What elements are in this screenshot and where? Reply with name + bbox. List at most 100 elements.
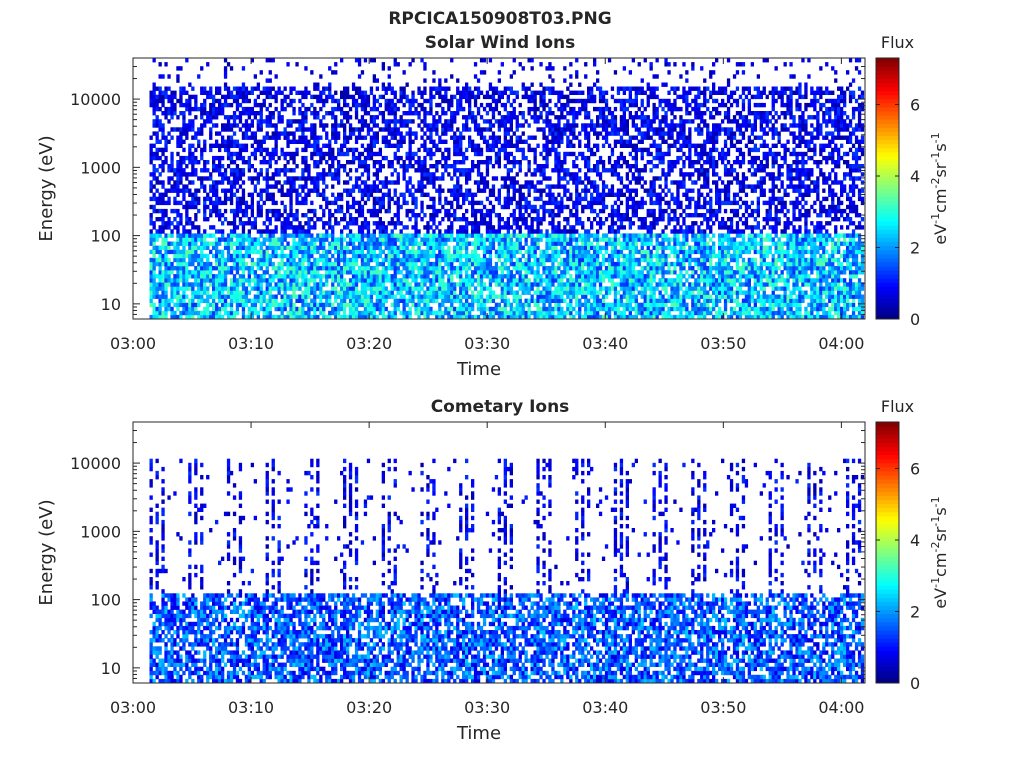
spectrogram-cell	[363, 221, 368, 226]
spectrogram-cell	[155, 237, 159, 242]
spectrogram-cell	[343, 213, 347, 218]
spectrogram-cell	[414, 213, 418, 218]
spectrogram-cell	[417, 257, 421, 263]
spectrogram-cell	[340, 196, 344, 202]
spectrogram-cell	[250, 261, 254, 267]
spectrogram-cell	[369, 188, 374, 193]
spectrogram-cell	[384, 123, 388, 128]
spectrogram-cell	[268, 151, 272, 157]
spectrogram-cell	[331, 111, 335, 116]
spectrogram-cell	[334, 221, 338, 226]
spectrogram-cell	[161, 241, 165, 246]
spectrogram-cell	[453, 286, 457, 291]
spectrogram-cell	[456, 270, 460, 275]
spectrogram-cell	[149, 135, 153, 140]
spectrogram-cell	[268, 70, 272, 75]
spectrogram-cell	[179, 102, 183, 108]
spectrogram-cell	[360, 204, 365, 210]
spectrogram-cell	[423, 123, 427, 128]
spectrogram-cell	[179, 168, 183, 173]
spectrogram-cell	[271, 213, 275, 218]
spectrogram-cell	[521, 253, 525, 259]
spectrogram-cell	[274, 208, 278, 214]
spectrogram-cell	[161, 208, 165, 214]
spectrogram-cell	[348, 188, 353, 193]
spectrogram-cell	[221, 266, 225, 271]
spectrogram-cell	[453, 314, 457, 319]
spectrogram-cell	[235, 290, 240, 295]
spectrogram-cell	[503, 290, 507, 295]
spectrogram-cell	[488, 270, 493, 275]
spectrogram-cell	[223, 115, 228, 120]
spectrogram-cell	[456, 147, 460, 153]
spectrogram-cell	[360, 221, 365, 226]
spectrogram-cell	[533, 119, 537, 124]
spectrogram-cell	[203, 98, 207, 104]
spectrogram-cell	[390, 249, 394, 255]
spectrogram-cell	[363, 294, 368, 299]
spectrogram-cell	[447, 294, 451, 299]
spectrogram-cell	[417, 123, 421, 128]
spectrogram-cell	[423, 270, 427, 275]
spectrogram-cell	[527, 302, 531, 308]
spectrogram-cell	[203, 119, 207, 124]
spectrogram-cell	[247, 306, 251, 312]
spectrogram-cell	[229, 266, 234, 271]
spectrogram-cell	[381, 127, 385, 132]
spectrogram-cell	[453, 192, 457, 197]
spectrogram-cell	[381, 274, 385, 279]
spectrogram-cell	[331, 127, 335, 132]
spectrogram-cell	[485, 184, 490, 189]
spectrogram-cell	[292, 155, 296, 161]
spectrogram-cell	[241, 257, 246, 263]
spectrogram-cell	[325, 200, 329, 206]
spectrogram-cell	[351, 310, 356, 316]
spectrogram-cell	[459, 225, 463, 230]
spectrogram-cell	[250, 245, 254, 250]
spectrogram-cell	[218, 310, 222, 316]
spectrogram-cell	[381, 286, 385, 291]
spectrogram-cell	[476, 184, 481, 189]
spectrogram-cell	[325, 314, 329, 319]
spectrogram-cell	[176, 294, 180, 299]
spectrogram-cell	[524, 237, 528, 242]
spectrogram-cell	[396, 119, 400, 124]
spectrogram-cell	[479, 188, 484, 193]
spectrogram-cell	[223, 278, 228, 283]
spectrogram-cell	[378, 229, 382, 234]
spectrogram-cell	[429, 237, 433, 242]
spectrogram-cell	[212, 245, 216, 250]
spectrogram-cell	[366, 188, 371, 193]
spectrogram-cell	[402, 278, 406, 283]
spectrogram-cell	[226, 115, 231, 120]
spectrogram-cell	[176, 184, 180, 189]
spectrogram-cell	[301, 139, 305, 144]
spectrogram-cell	[503, 196, 507, 202]
spectrogram-cell	[450, 314, 454, 319]
spectrogram-cell	[185, 213, 189, 218]
spectrogram-cell	[476, 172, 481, 177]
spectrogram-cell	[348, 176, 353, 181]
spectrogram-cell	[167, 131, 171, 136]
spectrogram-cell	[194, 192, 198, 197]
spectrogram-cell	[351, 86, 356, 91]
spectrogram-cell	[340, 270, 344, 275]
spectrogram-cell	[402, 302, 406, 308]
spectrogram-cell	[357, 160, 362, 165]
spectrogram-cell	[304, 249, 308, 255]
spectrogram-cell	[417, 266, 421, 271]
spectrogram-cell	[268, 86, 272, 91]
spectrogram-cell	[471, 115, 475, 120]
spectrogram-cell	[465, 249, 469, 255]
spectrogram-cell	[280, 131, 284, 136]
spectrogram-cell	[363, 245, 368, 250]
spectrogram-cell	[473, 257, 478, 263]
spectrogram-cell	[533, 184, 537, 189]
spectrogram-cell	[369, 155, 374, 161]
spectrogram-cell	[500, 249, 504, 255]
spectrogram-cell	[471, 119, 475, 124]
spectrogram-cell	[527, 286, 531, 291]
spectrogram-cell	[179, 66, 183, 71]
spectrogram-cell	[536, 306, 540, 312]
spectrogram-cell	[494, 102, 499, 108]
